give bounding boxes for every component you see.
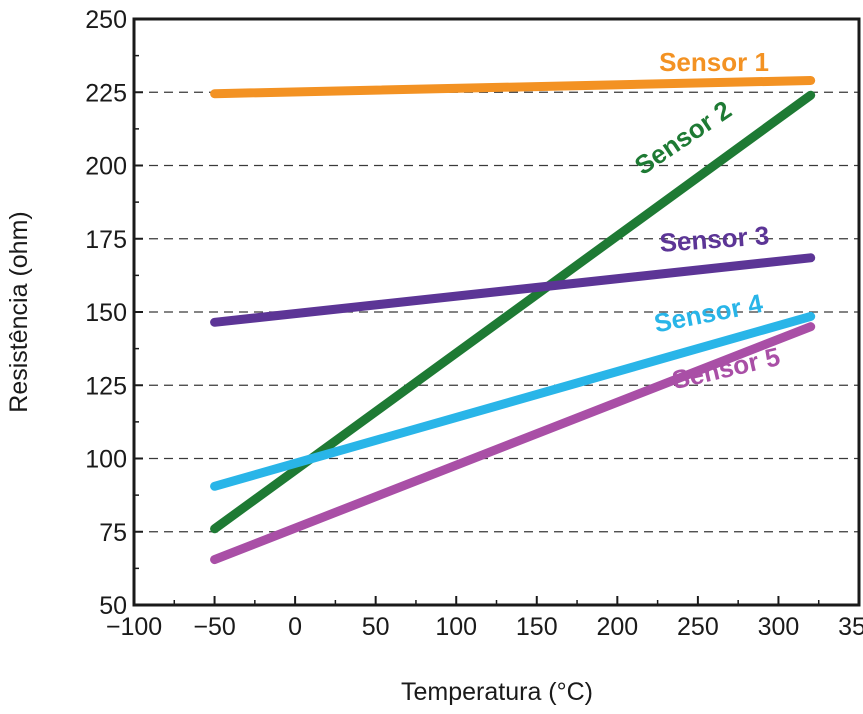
y-tick-label-125: 125 [85, 372, 127, 400]
y-tick-label-250: 250 [85, 6, 127, 34]
y-axis-label: Resistência (ohm) [5, 211, 33, 412]
x-tick-label--50: −50 [193, 613, 235, 641]
y-tick-label-75: 75 [99, 519, 127, 547]
x-axis-label: Temperatura (°C) [401, 678, 593, 706]
series-label-sensor-3: Sensor 3 [659, 220, 771, 258]
x-tick-label-50: 50 [362, 613, 390, 641]
x-tick-label-0: 0 [288, 613, 302, 641]
series-label-sensor-2: Sensor 2 [629, 94, 737, 180]
series-line-sensor-3 [210, 253, 816, 327]
y-tick-label-175: 175 [85, 226, 127, 254]
x-tick-label--100: −100 [106, 613, 162, 641]
x-tick-label-300: 300 [758, 613, 800, 641]
y-tick-label-50: 50 [99, 592, 127, 620]
x-tick-label-100: 100 [435, 613, 477, 641]
series-label-sensor-1: Sensor 1 [659, 47, 769, 77]
x-tick-label-200: 200 [596, 613, 638, 641]
x-tick-label-150: 150 [516, 613, 558, 641]
series-line-sensor-4 [210, 311, 816, 491]
y-tick-label-100: 100 [85, 446, 127, 474]
y-tick-label-150: 150 [85, 299, 127, 327]
series-line-sensor-5 [210, 322, 816, 565]
x-tick-label-250: 250 [677, 613, 719, 641]
series-line-sensor-1 [210, 76, 816, 99]
y-tick-label-225: 225 [85, 79, 127, 107]
y-tick-label-200: 200 [85, 153, 127, 181]
series-lines [210, 76, 816, 565]
axis-ticks: 50 75 100 125 150 175 200 225 250 −100 −50 0 50 100 15… [85, 6, 863, 641]
x-tick-label-350: 350 [838, 613, 863, 641]
